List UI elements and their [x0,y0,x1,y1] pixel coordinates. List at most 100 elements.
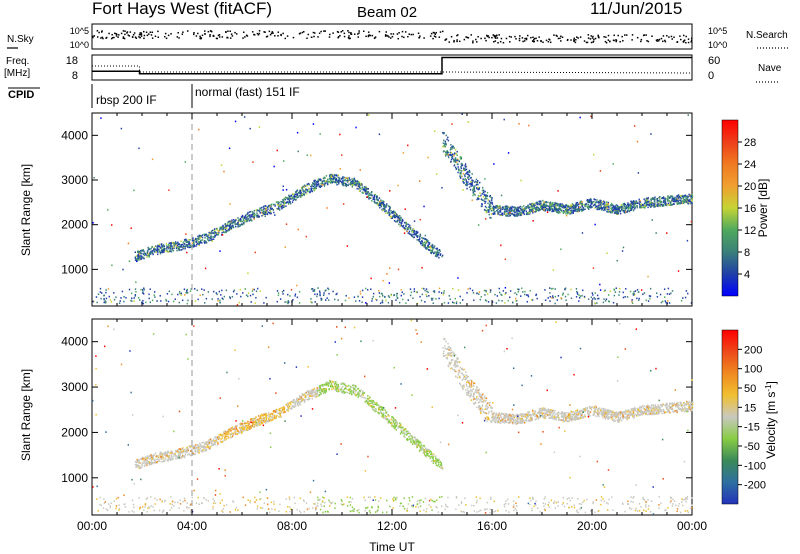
data-point [378,197,381,199]
data-point [200,449,203,452]
data-point [456,161,458,164]
data-point [575,208,577,210]
data-point [404,227,407,229]
data-point [429,457,431,460]
noise-point [514,35,516,38]
data-point [263,421,266,423]
noise-point [223,170,225,173]
data-point [243,426,245,429]
data-point [647,206,649,209]
ground-scatter-point [592,294,594,296]
noise-point [599,289,602,291]
noise-point [480,37,482,40]
noise-point [691,200,693,202]
ground-scatter-point [326,297,328,299]
noise-point [199,35,201,38]
data-point [572,210,575,213]
data-point [412,236,415,239]
data-point [356,187,358,190]
data-point [430,249,432,252]
noise-point [423,37,425,39]
data-point [347,184,349,187]
data-point [432,246,434,249]
data-point [606,208,609,211]
ground-scatter-point [433,290,436,292]
ground-scatter-point [101,292,103,294]
noise-point [357,36,359,38]
data-point [658,196,660,199]
data-point [358,389,361,392]
ground-scatter-point [123,295,125,298]
noise-point [666,232,668,234]
noise-point [664,40,667,43]
data-point [520,211,522,214]
data-point [522,212,524,214]
data-point [302,192,304,195]
data-point [330,173,332,176]
ground-scatter-point [495,302,498,304]
data-point [404,433,406,435]
data-point [329,179,332,181]
data-point [330,175,332,177]
data-point [366,187,368,190]
data-point [465,172,467,175]
data-point [568,209,570,211]
data-point [574,203,577,206]
data-point [507,206,509,209]
data-point [506,208,509,211]
data-point [314,391,316,394]
data-point [266,213,268,215]
ground-scatter-point [336,292,338,295]
data-point [555,207,557,210]
data-point [336,180,338,182]
noise-point [111,36,114,39]
data-point [348,388,350,390]
data-point [177,241,179,244]
data-point [499,214,501,216]
data-point [643,202,646,205]
noise-point [637,172,640,174]
data-point [541,208,544,210]
data-point [152,461,155,464]
data-point [437,254,439,257]
data-point [431,454,434,456]
data-point [575,205,577,207]
noise-point [441,30,444,33]
noise-point [218,34,221,36]
data-point [226,230,229,232]
ground-scatter-point [211,298,213,300]
ground-scatter-point [159,294,161,297]
data-point [240,432,243,434]
data-point [444,146,447,148]
data-point [324,388,326,390]
ground-scatter-point [311,301,313,304]
data-point [151,251,154,254]
noise-point [545,39,548,42]
data-point [234,223,236,226]
data-point [505,208,507,211]
data-point [367,192,369,195]
ground-scatter-point [221,297,224,300]
data-point [472,179,474,182]
data-point [568,205,571,208]
noise-point [197,32,199,35]
y-tick-label: 2000 [61,218,88,232]
data-point [682,199,684,202]
data-point [679,195,682,197]
data-point [232,226,235,229]
data-point [313,184,316,186]
data-point [628,210,631,213]
data-point [441,466,443,469]
data-point [484,190,486,193]
data-point [459,157,462,159]
ground-scatter-point [549,295,552,298]
data-point [367,188,370,190]
data-point [235,427,237,430]
data-point [488,209,490,212]
data-point [341,178,343,180]
noise-point [133,189,135,192]
data-point [399,423,402,425]
data-point [158,250,161,253]
data-point [528,206,531,208]
data-point [473,189,475,191]
